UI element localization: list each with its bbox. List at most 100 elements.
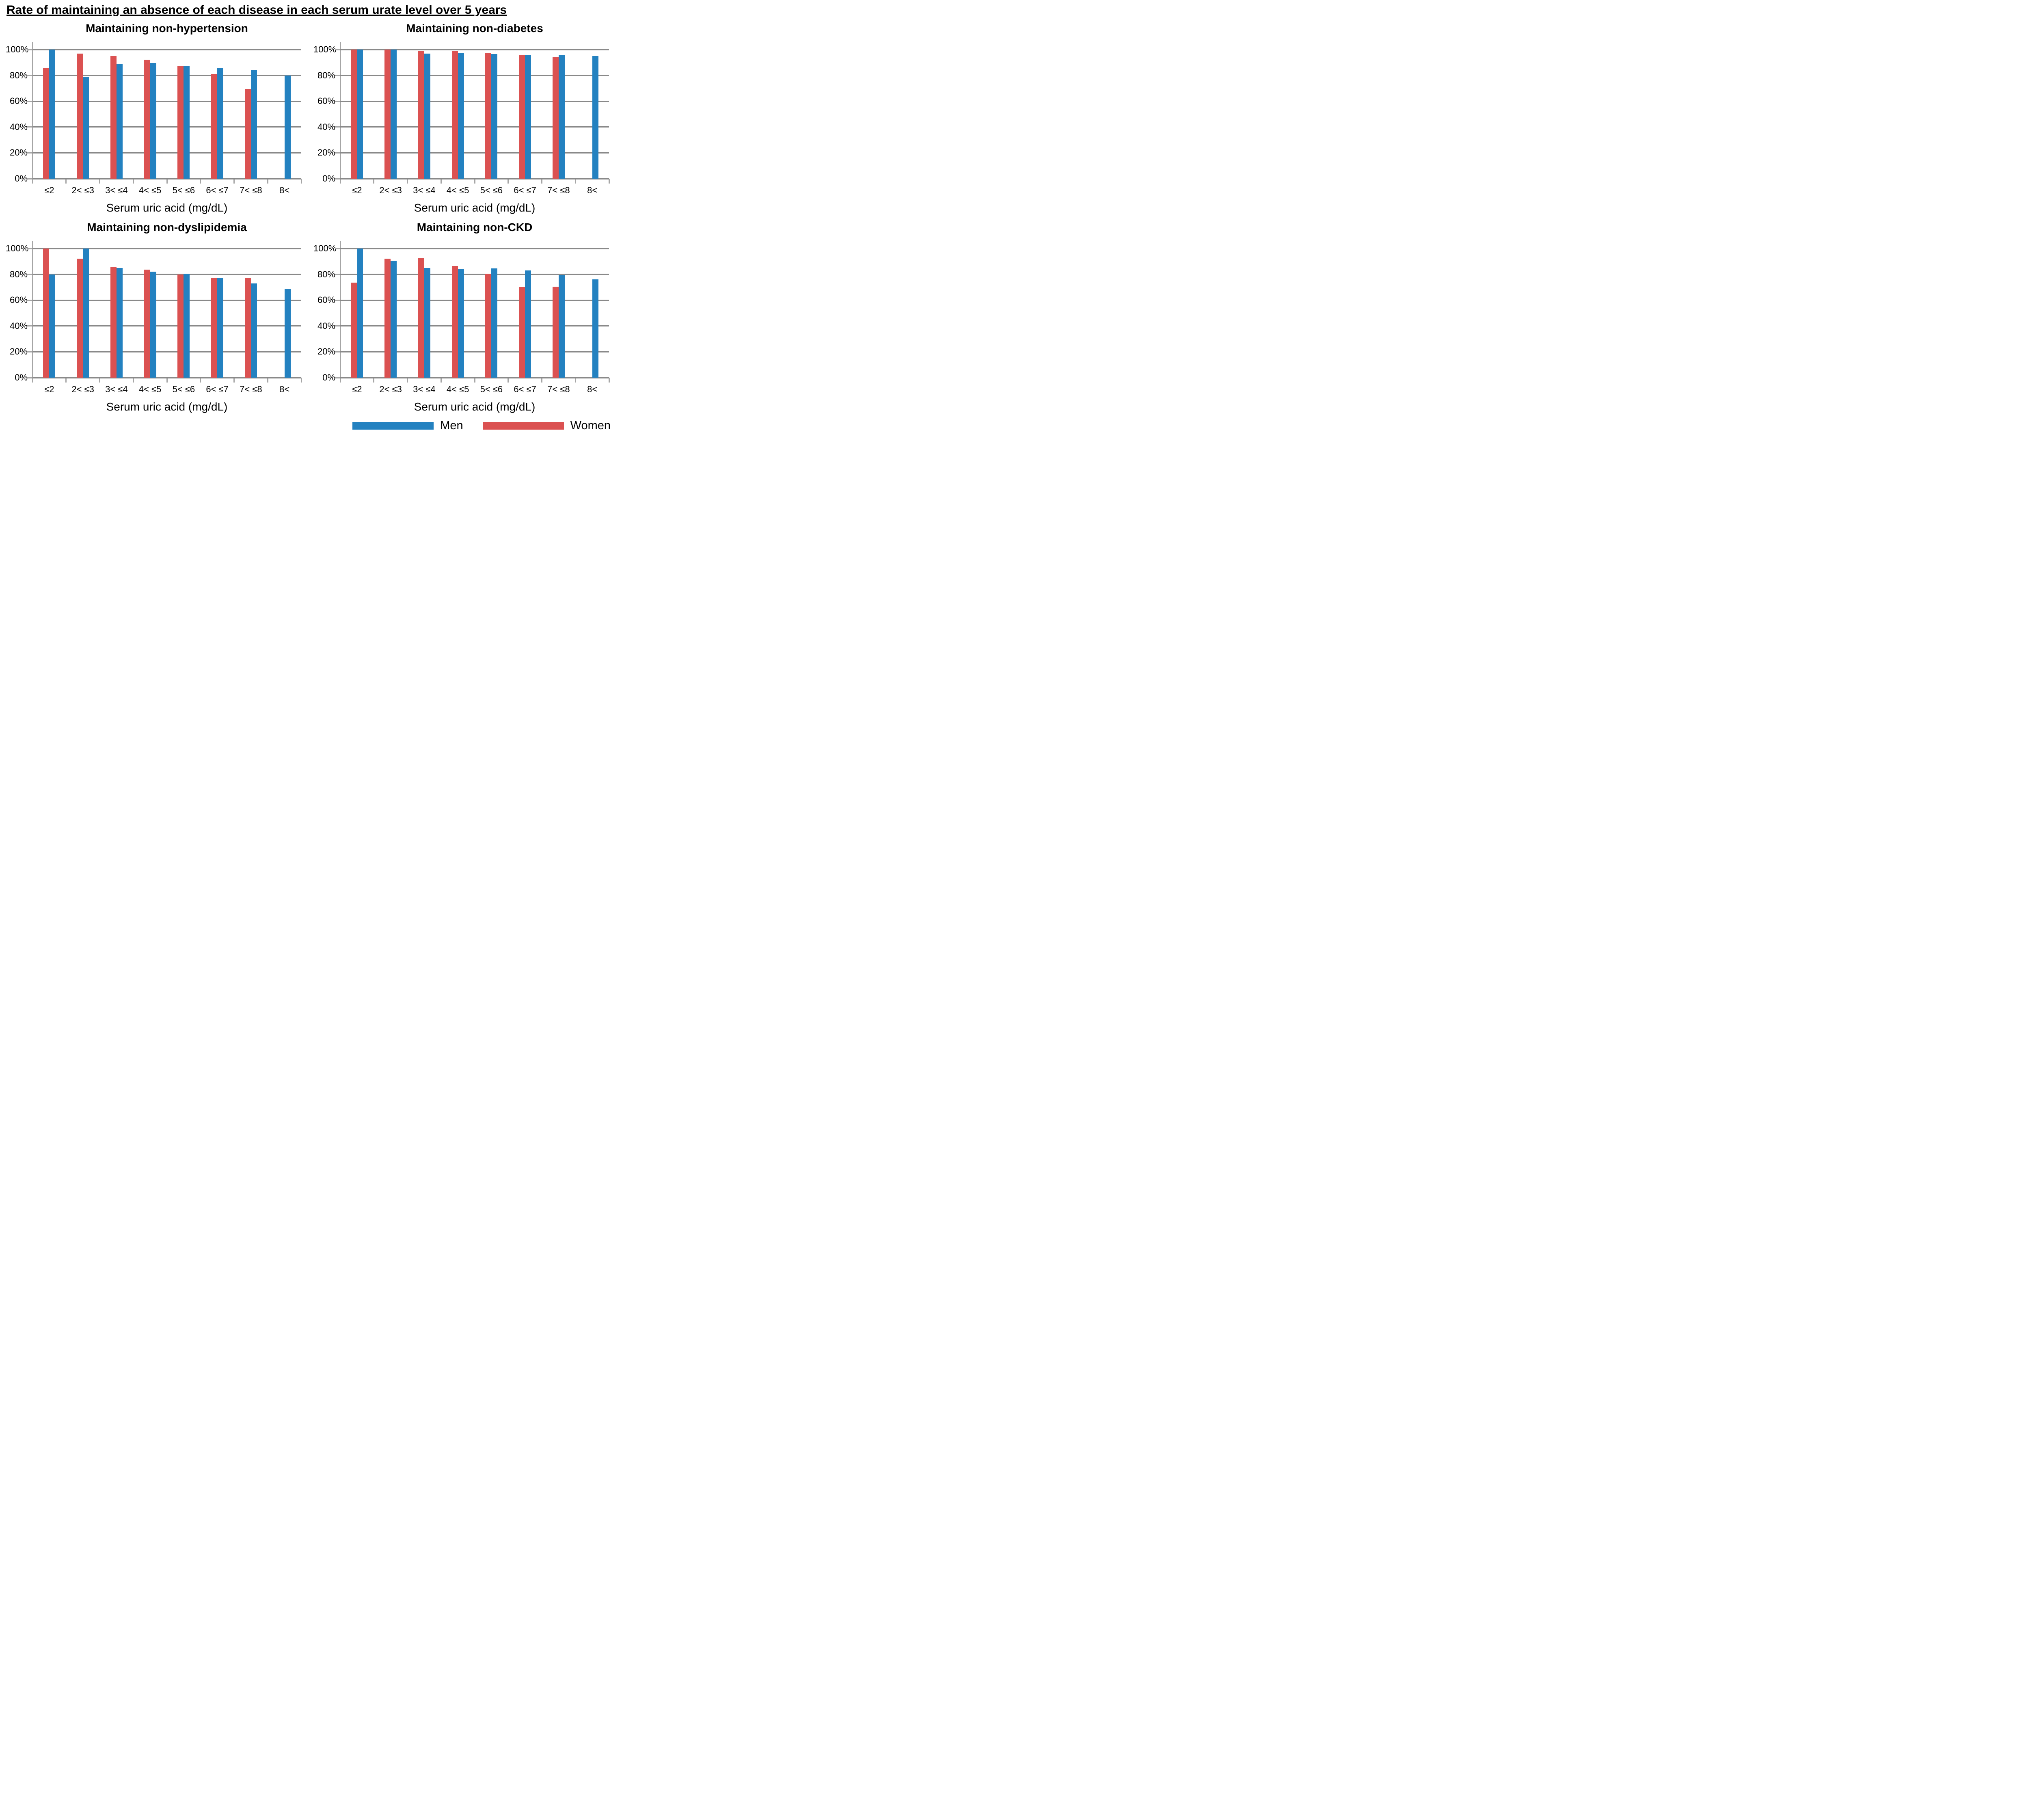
plot-row: 0% 20% 40% 60% 80% 100% xyxy=(6,42,302,184)
y-axis-tick xyxy=(27,299,32,301)
x-axis-tick xyxy=(65,378,67,383)
bar-group xyxy=(575,249,609,378)
y-axis-tick xyxy=(335,377,340,378)
x-tick-label: ≤2 xyxy=(44,185,54,195)
chart-non-ckd: Maintaining non-CKD 0% 20% 40% 60% 80% 100% ≤… xyxy=(313,218,610,415)
y-axis-tick xyxy=(335,248,340,249)
y-axis-tick xyxy=(27,100,32,102)
x-tick-label: 6< ≤7 xyxy=(206,185,229,195)
charts-grid: Maintaining non-hypertension 0% 20% 40% 60%… xyxy=(0,19,615,415)
y-axis-tick xyxy=(27,377,32,378)
x-axis-tick xyxy=(300,378,302,383)
x-axis-tick xyxy=(166,179,168,184)
plot-area xyxy=(27,49,302,184)
y-axis-tick-labels: 0% 20% 40% 60% 80% 100% xyxy=(6,244,32,383)
gridline xyxy=(340,49,609,50)
gridline xyxy=(340,100,609,102)
bar-women xyxy=(351,283,357,378)
gridline xyxy=(32,274,301,275)
bar-men xyxy=(83,249,89,378)
bar-men xyxy=(49,274,56,378)
gridline xyxy=(32,75,301,76)
bar-men xyxy=(251,283,257,378)
x-tick-label: 3< ≤4 xyxy=(413,384,436,394)
chart-non-diabetes: Maintaining non-diabetes 0% 20% 40% 60% 80% 1… xyxy=(313,19,610,216)
legend-label-men: Men xyxy=(440,419,463,432)
x-tick-label: 4< ≤5 xyxy=(138,185,162,195)
y-axis-tick xyxy=(27,152,32,153)
bar-women xyxy=(43,67,50,179)
x-axis-tick xyxy=(541,179,542,184)
bar-group xyxy=(268,50,301,179)
x-axis-tick xyxy=(99,378,100,383)
x-axis-tick xyxy=(166,378,168,383)
x-axis-category-labels: ≤2 2< ≤3 3< ≤4 4< ≤5 5< ≤6 6< ≤7 7< ≤8 8< xyxy=(32,185,301,196)
x-tick-label: 5< ≤6 xyxy=(172,185,195,195)
chart-non-hypertension: Maintaining non-hypertension 0% 20% 40% 60%… xyxy=(6,19,302,216)
y-tick-label: 60% xyxy=(9,96,28,106)
bar-group xyxy=(268,249,301,378)
plot-area xyxy=(335,248,610,383)
bar-group xyxy=(201,50,234,179)
x-axis-tick xyxy=(373,179,375,184)
bars xyxy=(32,50,301,179)
bar-men xyxy=(558,275,565,378)
x-axis-labels-row: ≤2 2< ≤3 3< ≤4 4< ≤5 5< ≤6 6< ≤7 7< ≤8 8< xyxy=(313,384,609,395)
bar-women xyxy=(519,54,525,179)
y-tick-label: 80% xyxy=(9,70,28,80)
x-tick-label: 5< ≤6 xyxy=(172,384,195,394)
y-tick-label: 20% xyxy=(9,147,28,158)
gridline xyxy=(340,274,609,275)
legend-label-women: Women xyxy=(570,419,611,432)
bar-women xyxy=(418,51,424,179)
x-axis-tick xyxy=(440,179,442,184)
x-tick-label: 3< ≤4 xyxy=(105,185,128,195)
x-axis-title: Serum uric acid (mg/dL) xyxy=(414,400,536,413)
x-tick-label: 7< ≤8 xyxy=(240,185,262,195)
chart-title: Maintaining non-dyslipidemia xyxy=(87,221,247,233)
y-axis-tick xyxy=(27,325,32,327)
y-axis-tick xyxy=(335,325,340,327)
y-axis-line xyxy=(340,42,341,182)
plot xyxy=(27,42,302,184)
bar-women xyxy=(552,286,559,378)
y-axis-tick xyxy=(335,351,340,352)
bar-group xyxy=(542,249,576,378)
y-axis-tick xyxy=(335,126,340,128)
gridline xyxy=(32,100,301,102)
plot xyxy=(335,241,610,383)
x-axis-tick xyxy=(541,378,542,383)
y-axis-tick xyxy=(27,75,32,76)
bar-women xyxy=(244,89,251,179)
bar-women xyxy=(485,52,492,179)
bar-group xyxy=(441,249,475,378)
x-axis-tick xyxy=(132,179,134,184)
plot xyxy=(335,42,610,184)
plot-row: 0% 20% 40% 60% 80% 100% xyxy=(313,241,610,383)
bar-group xyxy=(408,249,441,378)
bar-group xyxy=(167,50,201,179)
y-tick-label: 0% xyxy=(15,372,28,383)
y-tick-label: 20% xyxy=(9,346,28,357)
x-tick-label: 5< ≤6 xyxy=(480,185,503,195)
x-axis-tick xyxy=(233,378,235,383)
bar-group xyxy=(340,249,374,378)
bar-women xyxy=(519,287,525,378)
bar-women xyxy=(43,249,50,378)
bar-group xyxy=(508,249,542,378)
y-axis-tick xyxy=(27,248,32,249)
y-tick-label: 80% xyxy=(9,269,28,279)
bar-men xyxy=(357,249,363,378)
y-axis-line xyxy=(32,241,33,381)
x-axis-tick xyxy=(508,179,509,184)
bar-women xyxy=(77,53,83,179)
chart-title: Maintaining non-diabetes xyxy=(406,22,543,35)
bar-men xyxy=(150,63,156,179)
chart-title: Maintaining non-CKD xyxy=(417,221,533,233)
y-tick-label: 40% xyxy=(317,121,335,132)
bar-women xyxy=(451,266,458,378)
bar-group xyxy=(66,50,100,179)
bar-men xyxy=(491,54,498,179)
bar-men xyxy=(184,65,190,179)
bar-men xyxy=(391,50,397,179)
